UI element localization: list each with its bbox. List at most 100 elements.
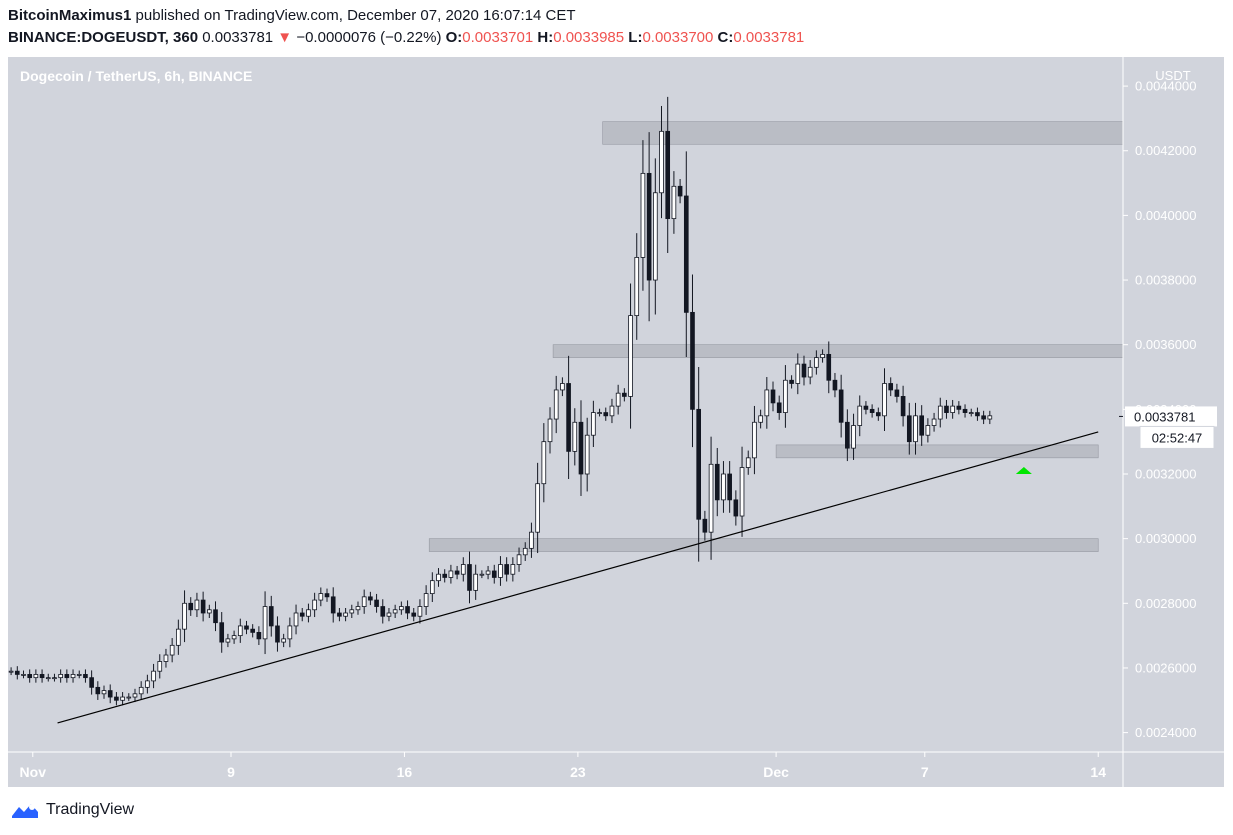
candle-body <box>875 412 881 417</box>
candle-body <box>937 405 943 420</box>
candle-body <box>578 421 584 475</box>
candle-body <box>968 412 974 414</box>
down-arrow-icon: ▼ <box>277 29 293 46</box>
candle-body <box>522 547 528 556</box>
up-triangle-icon <box>1015 467 1032 474</box>
author-name[interactable]: BitcoinMaximus1 <box>8 7 132 24</box>
x-tick-label: 23 <box>570 764 586 780</box>
candle-body <box>962 408 968 413</box>
candle-body <box>944 405 949 413</box>
candle-body <box>845 421 850 449</box>
candle-body <box>176 628 181 646</box>
candle-body <box>665 130 671 220</box>
candle-body <box>851 425 856 449</box>
candle-body <box>169 644 175 656</box>
candle-body <box>306 609 311 617</box>
trendline[interactable] <box>57 431 1099 724</box>
candle-body <box>107 690 113 698</box>
candle-body <box>293 612 299 627</box>
candle-body <box>752 421 757 459</box>
high-value: 0.0033985 <box>553 29 625 46</box>
price-tag-label: 0.0033781 <box>1134 409 1195 424</box>
y-tick-label: 0.0044000 <box>1135 79 1196 94</box>
candle-body <box>906 415 912 443</box>
horizontal-zone <box>602 121 1124 145</box>
candle-body <box>677 185 683 197</box>
x-tick-label: 16 <box>397 764 413 780</box>
horizontal-zone <box>775 444 1099 459</box>
time-axis[interactable]: Nov 9 16 23 Dec 7 14 <box>20 752 1107 780</box>
candle-body <box>702 518 708 533</box>
candle-body <box>529 531 534 549</box>
candle-body <box>925 425 931 436</box>
candle-body <box>609 405 615 417</box>
candle-body <box>429 580 435 595</box>
close-label: C: <box>717 29 734 46</box>
candle-body <box>857 405 863 426</box>
candle-body <box>504 564 509 575</box>
candle-body <box>58 674 63 679</box>
candle-body <box>417 606 423 617</box>
candle-body <box>454 570 460 575</box>
candle-body <box>262 606 268 640</box>
candle-body <box>498 564 503 578</box>
candle-body <box>399 606 404 611</box>
x-tick-label: Dec <box>763 764 789 780</box>
candle-body <box>256 631 262 640</box>
candle-body <box>603 412 609 417</box>
candle-body <box>114 696 119 701</box>
candle-body <box>652 192 658 281</box>
candle-body <box>200 599 206 614</box>
candle-body <box>299 612 305 617</box>
candle-body <box>231 635 237 640</box>
candle-body <box>120 696 125 701</box>
candle-body <box>516 554 522 565</box>
x-tick-label: 9 <box>227 764 235 780</box>
candle-body <box>250 628 256 633</box>
candle-body <box>126 696 132 699</box>
chart-title: Dogecoin / TetherUS, 6h, BINANCE <box>20 68 252 84</box>
candle-body <box>622 392 627 397</box>
candle-body <box>820 353 825 359</box>
candle-body <box>560 383 565 391</box>
candle-body <box>70 674 76 679</box>
high-label: H: <box>537 29 554 46</box>
candle-body <box>355 606 361 611</box>
candle-body <box>83 674 88 679</box>
candle-body <box>739 467 745 517</box>
candle-body <box>64 674 70 679</box>
candle-body <box>268 606 274 627</box>
y-tick-label: 0.0030000 <box>1135 531 1196 546</box>
candle-body <box>52 677 57 680</box>
candle-body <box>795 363 801 384</box>
y-axis-unit: USDT <box>1155 68 1190 83</box>
candle-body <box>832 379 838 391</box>
countdown-box <box>1139 425 1215 449</box>
candle-body <box>194 599 200 611</box>
candle-body <box>479 573 485 576</box>
candle-body <box>219 622 225 643</box>
candle-body <box>448 570 454 578</box>
candle-body <box>838 389 844 423</box>
horizontal-zone <box>428 538 1099 552</box>
candle-body <box>138 686 144 695</box>
candle-body <box>764 389 770 417</box>
candle-body <box>727 473 732 501</box>
candle-body <box>442 573 448 578</box>
candle-body <box>467 564 472 591</box>
candle-body <box>436 573 441 582</box>
candle-body <box>405 606 410 614</box>
candle-body <box>863 405 869 410</box>
candle-body <box>368 596 373 601</box>
candle-body <box>696 408 702 520</box>
candle-body <box>318 593 324 601</box>
candle-body <box>547 418 553 443</box>
candle-body <box>659 130 664 194</box>
candle-body <box>361 596 367 607</box>
candle-body <box>783 379 788 413</box>
candle-body <box>956 405 962 410</box>
candle-body <box>14 670 20 675</box>
x-tick-label: Nov <box>20 764 47 780</box>
tradingview-logo[interactable]: TradingView <box>10 801 134 819</box>
